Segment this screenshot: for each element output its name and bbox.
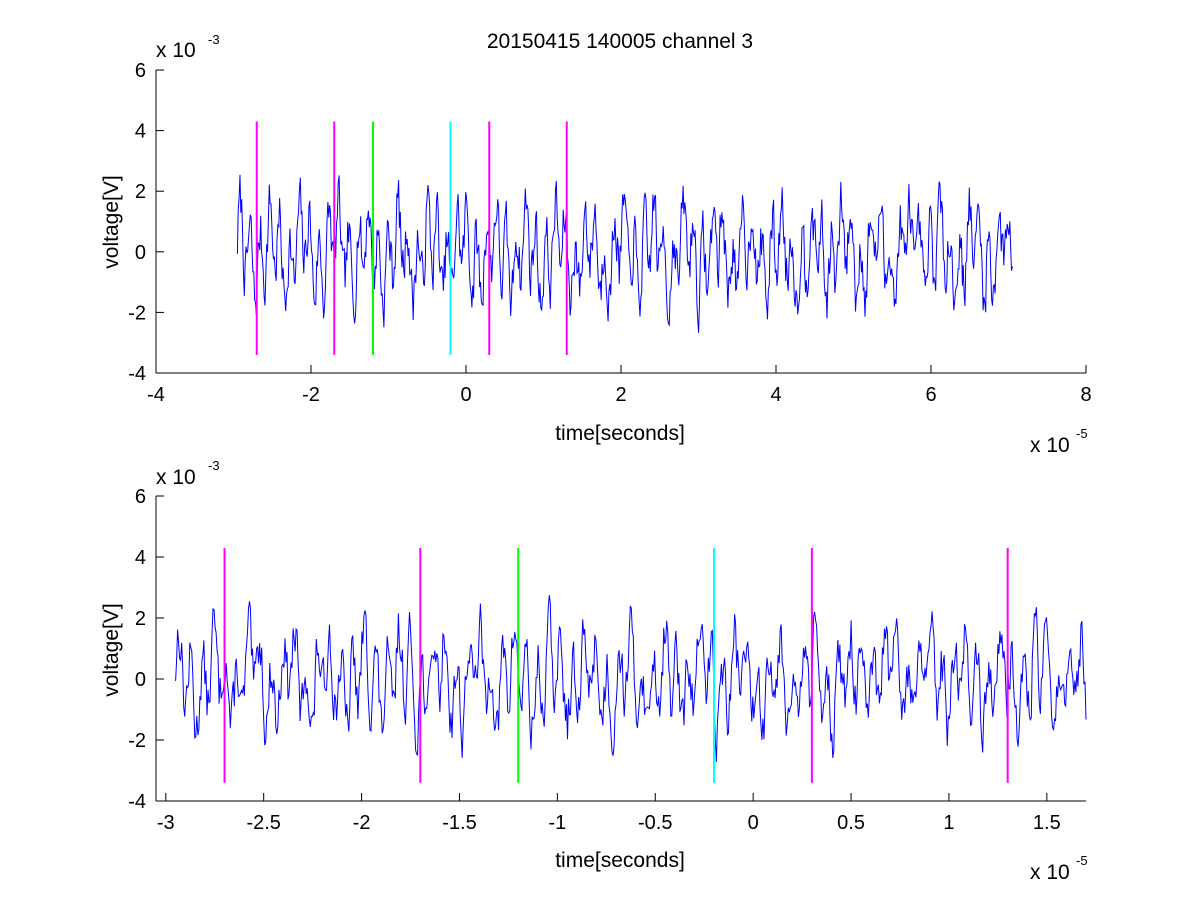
top-y-tick-label: 4 <box>135 121 146 143</box>
bottom-y-exponent-power: -3 <box>208 458 220 473</box>
bottom-x-ticks: -3 -2.5 -2 -1.5 -1 -0.5 0 0.5 1 1.5 <box>157 793 1061 834</box>
top-marker-lines <box>255 121 568 355</box>
top-x-tick-label: 0 <box>460 384 471 406</box>
bottom-marker-lines <box>223 547 1009 783</box>
bottom-x-tick-label: -3 <box>157 812 175 834</box>
bottom-x-exponent-base: x 10 <box>1030 861 1070 884</box>
bottom-plot-area <box>156 496 1086 801</box>
bottom-x-tick-label: 1 <box>943 812 954 834</box>
bottom-plot: -3 -2.5 -2 -1.5 -1 -0.5 0 0.5 1 1.5 -4 -2 0 2 4 6 time… <box>100 458 1088 884</box>
top-x-tick-label: 8 <box>1080 384 1091 406</box>
bottom-x-tick-label: 0.5 <box>837 812 865 834</box>
bottom-signal-line <box>175 595 1087 763</box>
top-x-tick-label: 6 <box>925 384 936 406</box>
bottom-y-tick-label: 2 <box>135 608 146 630</box>
top-x-tick-label: 4 <box>770 384 781 406</box>
top-x-tick-label: -2 <box>302 384 320 406</box>
bottom-x-tick-label: -0.5 <box>638 812 672 834</box>
top-y-tick-label: 2 <box>135 181 146 203</box>
top-y-tick-label: -4 <box>128 363 146 385</box>
top-plot-area <box>156 70 1086 373</box>
top-x-tick-label: -4 <box>147 384 165 406</box>
top-signal-line <box>236 174 1013 333</box>
top-signal-series <box>236 174 1013 333</box>
top-y-axis-label: voltage[V] <box>100 175 123 268</box>
bottom-y-axis-label: voltage[V] <box>100 603 123 696</box>
top-y-ticks: -4 -2 0 2 4 6 <box>128 60 164 385</box>
top-x-tick-label: 2 <box>615 384 626 406</box>
chart-title: 20150415 140005 channel 3 <box>487 30 753 53</box>
bottom-x-tick-label: -1.5 <box>442 812 476 834</box>
bottom-signal-series <box>175 595 1087 763</box>
top-y-tick-label: 0 <box>135 242 146 264</box>
bottom-x-tick-label: -2 <box>353 812 371 834</box>
bottom-y-exponent-base: x 10 <box>156 466 196 489</box>
bottom-x-tick-label: 0 <box>748 812 759 834</box>
top-y-tick-label: 6 <box>135 60 146 82</box>
bottom-y-tick-label: -4 <box>128 791 146 813</box>
bottom-x-tick-label: -2.5 <box>246 812 280 834</box>
top-y-exponent-base: x 10 <box>156 39 196 62</box>
top-plot: -4 -2 0 2 4 6 8 -4 -2 0 2 4 6 time[seconds] voltage… <box>100 32 1092 457</box>
bottom-x-axis-label: time[seconds] <box>555 849 685 872</box>
bottom-y-tick-label: 0 <box>135 669 146 691</box>
bottom-y-tick-label: -2 <box>128 730 146 752</box>
top-y-tick-label: -2 <box>128 302 146 324</box>
bottom-x-tick-label: -1 <box>548 812 566 834</box>
bottom-y-tick-label: 6 <box>135 486 146 508</box>
top-y-exponent-power: -3 <box>208 32 220 47</box>
bottom-y-ticks: -4 -2 0 2 4 6 <box>128 486 164 813</box>
top-x-axis-label: time[seconds] <box>555 422 685 445</box>
bottom-x-tick-label: 1.5 <box>1033 812 1061 834</box>
bottom-x-exponent-power: -5 <box>1076 853 1088 868</box>
bottom-y-tick-label: 4 <box>135 547 146 569</box>
top-x-exponent-power: -5 <box>1076 426 1088 441</box>
top-x-exponent-base: x 10 <box>1030 434 1070 457</box>
top-x-ticks: -4 -2 0 2 4 6 8 <box>147 365 1092 406</box>
